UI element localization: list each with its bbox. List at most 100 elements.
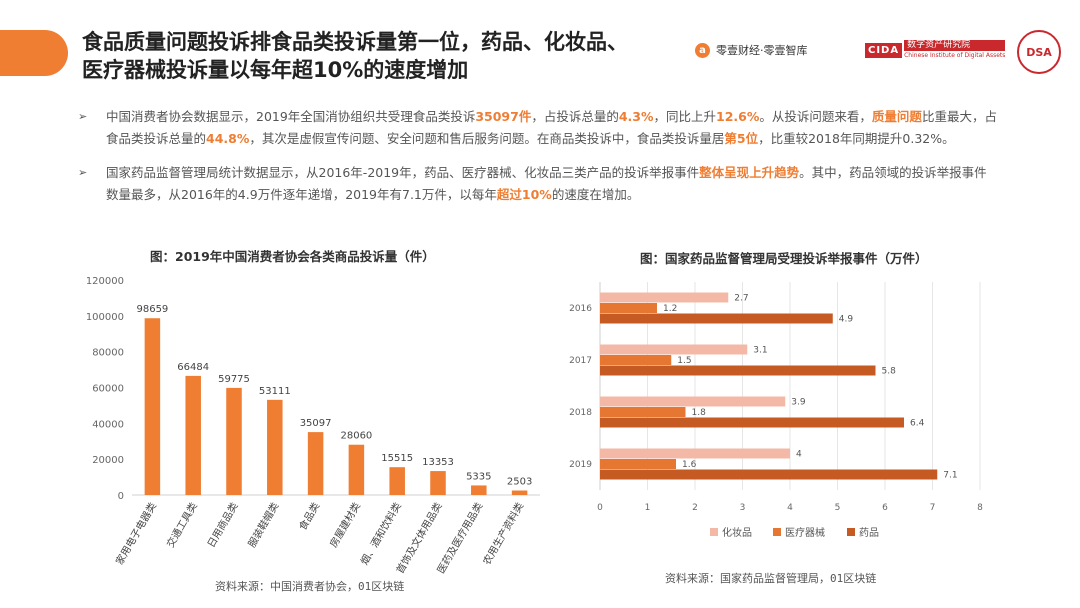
y-tick-label: 80000 [92, 348, 124, 359]
x-tick-label: 5 [835, 503, 841, 513]
body-text: ，比重较2018年同期提升0.32%。 [758, 131, 955, 146]
bar [144, 318, 161, 495]
highlight-text: 整体呈现上升趋势 [699, 165, 800, 180]
x-tick-label: 3 [740, 503, 746, 513]
data-label: 13353 [422, 457, 454, 468]
data-label: 1.6 [682, 460, 697, 470]
logo-01caijing-text: 零壹财经·零壹智库 [716, 44, 808, 57]
data-label: 6.4 [910, 419, 925, 429]
body-text: 国家药品监督管理局统计数据显示，从2016年-2019年，药品、医疗器械、化妆品… [106, 165, 700, 180]
data-label: 5335 [466, 471, 491, 482]
highlight-text: 超过10% [496, 187, 552, 202]
body-text: 的速度在增加。 [551, 187, 640, 202]
x-tick-label: 农用生产资料类 [480, 500, 526, 567]
bar [600, 448, 790, 459]
y-tick-label: 2017 [569, 356, 592, 366]
x-tick-label: 6 [882, 503, 888, 513]
page-title: 食品质量问题投诉排食品类投诉量第一位，药品、化妆品、 医疗器械投诉量以每年超10… [82, 28, 682, 84]
bar [600, 407, 686, 417]
highlight-text: 12.6% [716, 109, 760, 124]
x-tick-label: 8 [977, 503, 983, 513]
data-label: 53111 [259, 386, 291, 397]
bar-chart-source: 资料来源：中国消费者协会，01区块链 [215, 580, 405, 593]
bar [600, 459, 676, 469]
bar [600, 417, 904, 428]
data-label: 2.7 [734, 294, 748, 304]
body-text: 比重最大，占食品类投诉总量的 [106, 109, 997, 146]
logo-cida-abbr: CIDA [865, 42, 903, 58]
bar [600, 303, 657, 313]
highlight-text: 35097件 [475, 109, 532, 124]
data-label: 59775 [218, 374, 250, 385]
body-text: ，其次是虚假宣传问题、安全问题和售后服务问题。在商品类投诉中，食品类投诉量居 [249, 131, 725, 146]
bullet-paragraph: ➢ 中国消费者协会数据显示，2019年全国消协组织共受理食品类投诉35097件，占… [78, 106, 998, 150]
bar [185, 375, 201, 495]
body-text: 。从投诉问题来看， [759, 109, 872, 124]
data-label: 1.2 [663, 304, 677, 314]
logo-dsa-text: DSA [1026, 45, 1052, 59]
body-text: 。其中，药品领域的投诉举报事件数量最多，从2016年的4.9万件逐年递增，201… [106, 165, 987, 202]
legend-label: 药品 [859, 527, 879, 539]
bar [511, 490, 528, 495]
bar [600, 396, 786, 407]
bar [600, 365, 876, 376]
hbar-chart-title: 图：国家药品监督管理局受理投诉举报事件（万件） [640, 251, 928, 266]
data-label: 35097 [300, 418, 332, 429]
y-tick-label: 2018 [569, 408, 592, 418]
highlight-text: 4.3% [618, 109, 654, 124]
legend-swatch [847, 528, 855, 536]
bar [389, 467, 405, 495]
logo-cida-en: Chinese Institute of Digital Assets [904, 52, 1006, 59]
bullet-paragraph: ➢ 国家药品监督管理局统计数据显示，从2016年-2019年，药品、医疗器械、化妆… [78, 162, 998, 206]
legend-label: 医疗器械 [785, 526, 825, 539]
highlight-text: 第5位 [724, 131, 759, 146]
hbar-chart-source: 资料来源：国家药品监督管理局，01区块链 [665, 572, 877, 585]
x-tick-label: 1 [645, 503, 651, 513]
bar [600, 313, 833, 324]
data-label: 98659 [136, 304, 168, 315]
data-label: 28060 [340, 431, 372, 442]
bar [600, 292, 729, 303]
highlight-text: 44.8% [206, 131, 250, 146]
logo-cida-cn: 数字资产研究院 [904, 40, 1006, 51]
bar [600, 355, 672, 365]
body-text: ，占投诉总量的 [531, 109, 619, 124]
x-tick-label: 房屋建材类 [327, 500, 363, 550]
data-label: 7.1 [943, 471, 957, 481]
highlight-text: 质量问题 [871, 109, 922, 124]
x-tick-label: 2 [692, 503, 698, 513]
legend-swatch [710, 528, 718, 536]
hbar-chart: 0 1 2 3 4 5 6 7 8 2016 2.7 1.2 4.9 2017 3.1 1.5 5.8 2018 3… [569, 282, 983, 539]
logo-cida: CIDA 数字资产研究院 Chinese Institute of Digita… [865, 40, 1006, 60]
title-line-2: 医疗器械投诉量以每年超10%的速度增加 [82, 58, 469, 82]
data-label: 5.8 [882, 367, 897, 377]
x-tick-label: 4 [787, 503, 793, 513]
y-tick-label: 2016 [569, 304, 592, 314]
bar [226, 387, 242, 495]
logo-01caijing-icon: a [695, 42, 710, 58]
data-label: 3.9 [791, 398, 806, 408]
data-label: 1.5 [677, 356, 691, 366]
bar [307, 432, 324, 495]
data-label: 3.1 [753, 346, 767, 356]
data-label: 2503 [507, 477, 532, 488]
y-tick-label: 20000 [92, 455, 124, 466]
bar [348, 444, 365, 495]
title-accent-bar [0, 30, 68, 76]
bar-chart-title: 图：2019年中国消费者协会各类商品投诉量（件） [150, 249, 435, 264]
logo-01caijing: a 零壹财经·零壹智库 [695, 42, 808, 58]
x-tick-label: 交通工具类 [164, 500, 200, 550]
x-tick-label: 日用商品类 [204, 500, 240, 550]
legend-swatch [773, 528, 781, 536]
title-line-1: 食品质量问题投诉排食品类投诉量第一位，药品、化妆品、 [82, 30, 628, 54]
bullet-list: ➢ 中国消费者协会数据显示，2019年全国消协组织共受理食品类投诉35097件，占… [78, 106, 998, 218]
x-tick-label: 烟、酒和饮料类 [358, 500, 404, 567]
y-tick-label: 0 [118, 491, 124, 502]
y-tick-label: 120000 [86, 276, 124, 287]
bullet-arrow-icon: ➢ [78, 110, 88, 123]
body-text: 中国消费者协会数据显示，2019年全国消协组织共受理食品类投诉 [106, 109, 476, 124]
logos: a 零壹财经·零壹智库 CIDA 数字资产研究院 Chinese Institu… [695, 30, 1065, 80]
x-tick-label: 医药及医疗用品类 [434, 500, 485, 576]
bullet-arrow-icon: ➢ [78, 166, 88, 179]
x-tick-label: 首饰及文体用品类 [393, 500, 444, 576]
